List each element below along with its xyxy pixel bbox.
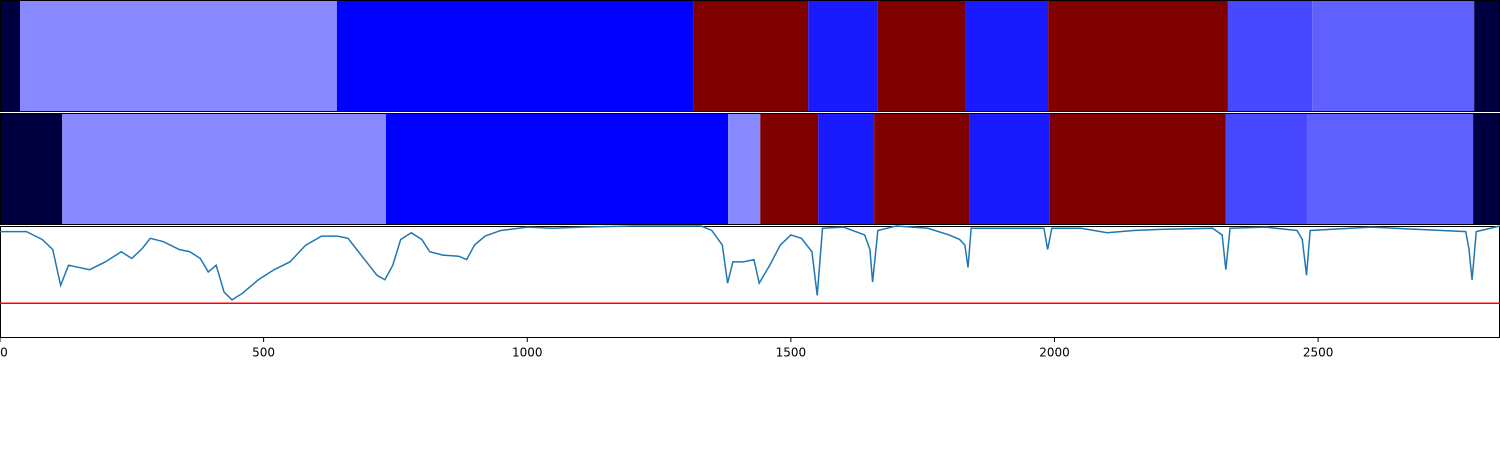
- x-tick-label: 1500: [776, 346, 807, 360]
- segment: [20, 0, 337, 112]
- segment: [874, 113, 970, 225]
- segment: [1307, 113, 1474, 225]
- segment: [965, 0, 1049, 112]
- segment: [385, 113, 729, 225]
- segment: [0, 113, 63, 225]
- x-tick-label: 500: [252, 346, 275, 360]
- segment: [969, 113, 1050, 225]
- x-tick-label: 0: [0, 346, 8, 360]
- data-line: [0, 225, 1500, 301]
- segment: [818, 113, 875, 225]
- segment: [877, 0, 966, 112]
- segment: [760, 113, 819, 225]
- segment: [1474, 0, 1500, 112]
- segment: [1049, 113, 1226, 225]
- segment: [1312, 0, 1475, 112]
- segment: [0, 0, 21, 112]
- segment: [1227, 0, 1313, 112]
- segment: [1473, 113, 1500, 225]
- x-tick-label: 1000: [512, 346, 543, 360]
- segment: [1048, 0, 1228, 112]
- panel-frame: [0, 226, 1500, 338]
- segment: [808, 0, 878, 112]
- segment: [62, 113, 386, 225]
- x-tick-label: 2000: [1039, 346, 1070, 360]
- segment: [693, 0, 809, 112]
- x-tick-label: 2500: [1303, 346, 1334, 360]
- segment: [336, 0, 694, 112]
- segment: [1225, 113, 1308, 225]
- segment: [728, 113, 761, 225]
